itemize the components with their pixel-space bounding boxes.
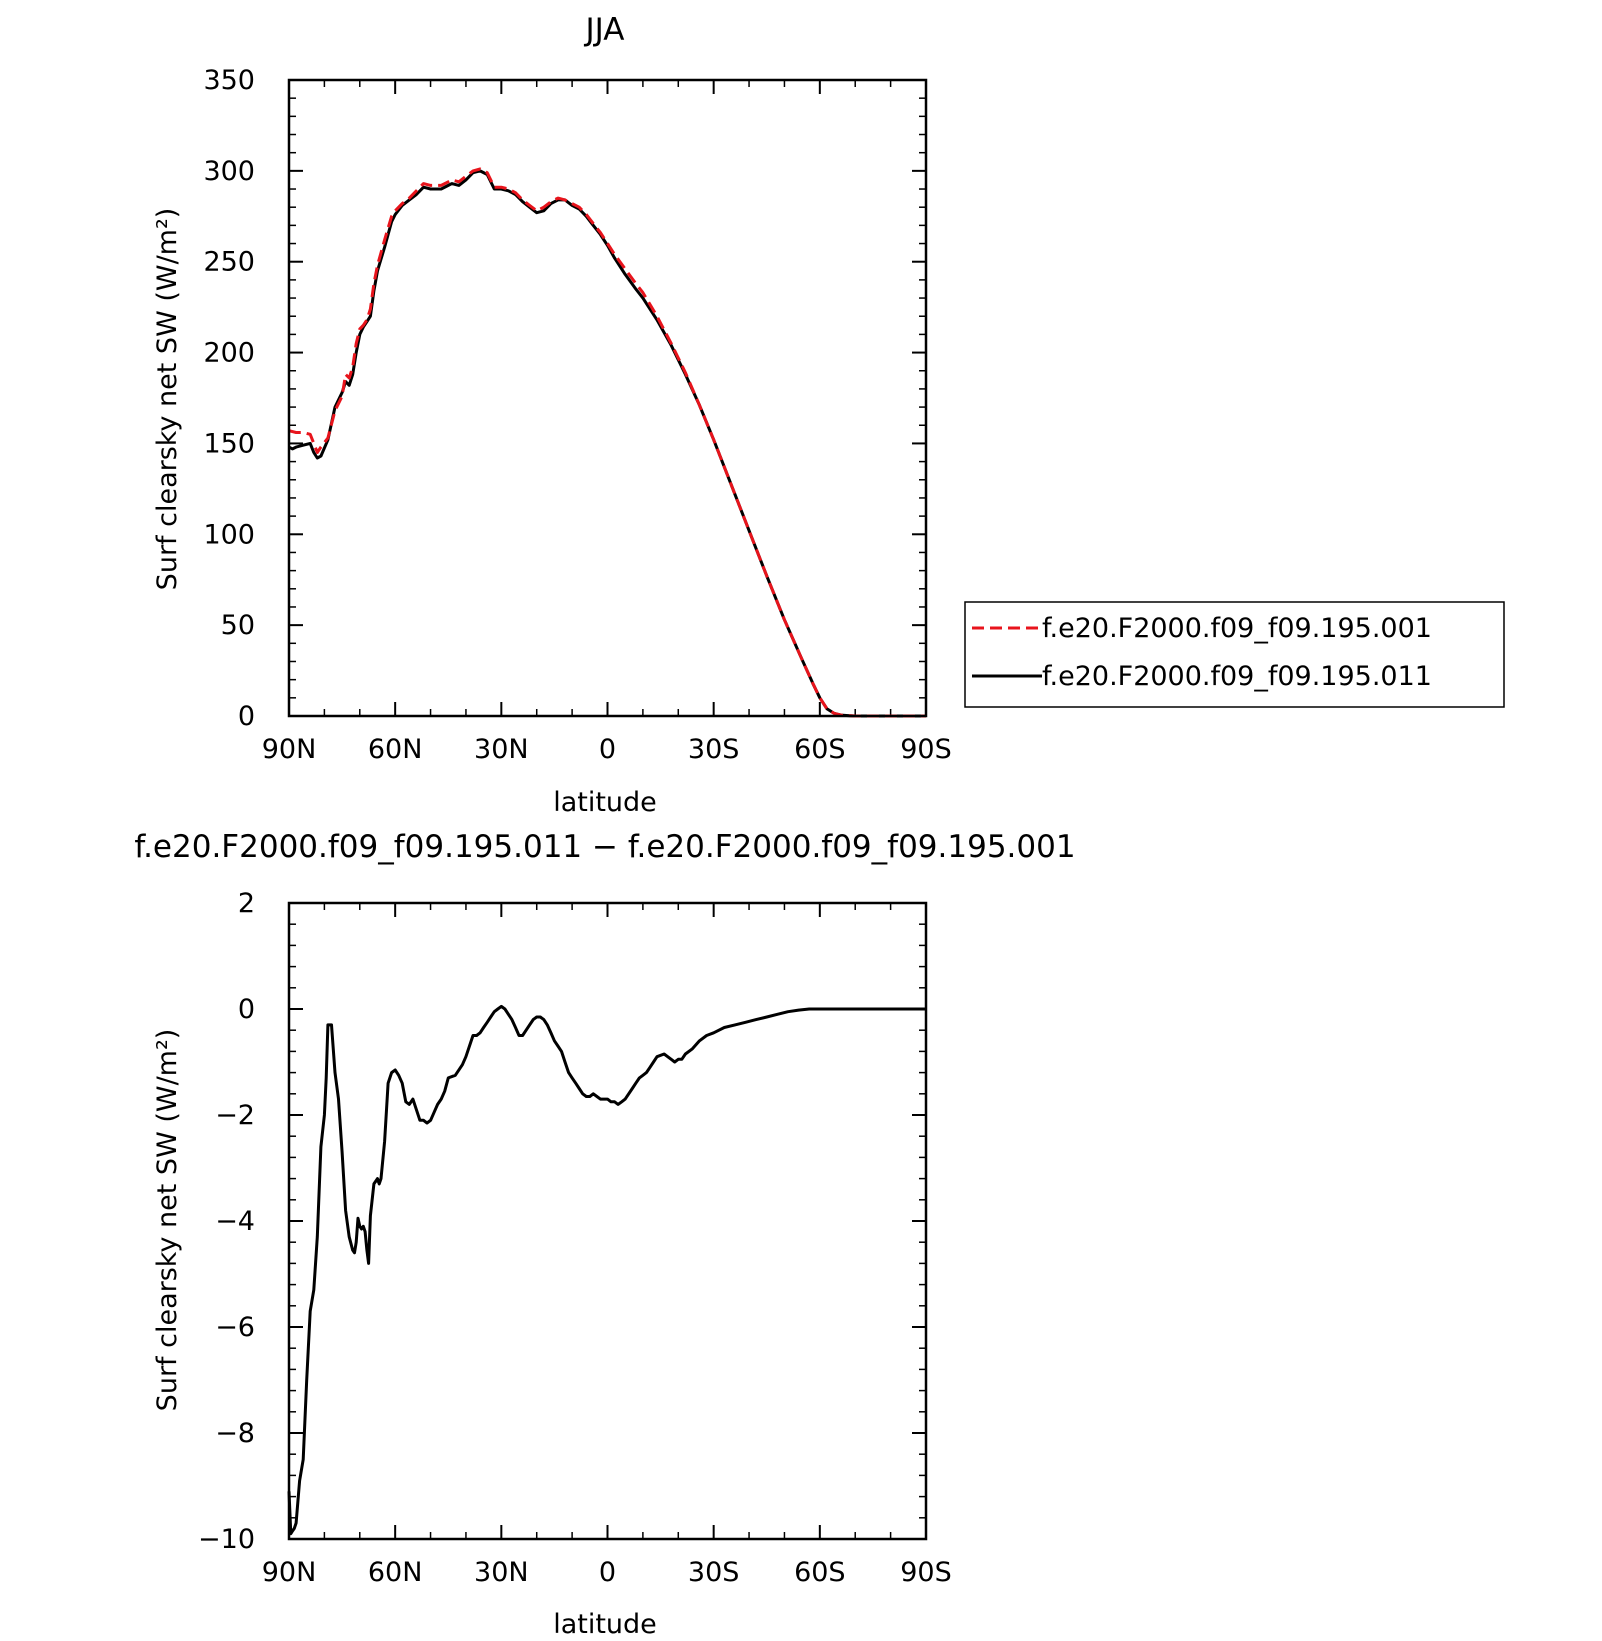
bottom-chart-series xyxy=(287,1004,926,1536)
bottom-chart-x-tick-label: 30N xyxy=(474,1557,529,1588)
legend-label-series-2: f.e20.F2000.f09_f09.195.011 xyxy=(1042,661,1432,692)
bottom-chart-x-tick-label: 0 xyxy=(599,1557,616,1588)
bottom-chart-y-tick-label: −10 xyxy=(198,1524,255,1555)
top-chart-x-tick-label: 30S xyxy=(688,734,740,765)
top-chart-x-tick-label: 0 xyxy=(599,734,616,765)
top-chart-y-tick-label: 0 xyxy=(238,701,255,732)
top-chart-y-tick-label: 50 xyxy=(221,610,255,641)
bottom-chart-x-tick-label: 60S xyxy=(794,1557,846,1588)
legend: f.e20.F2000.f09_f09.195.001 f.e20.F2000.… xyxy=(964,601,1505,708)
legend-box xyxy=(964,601,1505,708)
bottom-chart-x-tick-label: 90S xyxy=(900,1557,952,1588)
top-chart-x-tick-label: 60S xyxy=(794,734,846,765)
top-chart-x-axis-label: latitude xyxy=(553,787,657,818)
top-chart: JJA Surf clearsky net SW (W/m²) latitude… xyxy=(152,12,1505,818)
bottom-chart-x-tick-label: 30S xyxy=(688,1557,740,1588)
top-chart-title: JJA xyxy=(584,12,625,48)
bottom-chart-y-tick-label: 2 xyxy=(238,888,255,919)
top-chart-y-tick-label: 200 xyxy=(203,338,255,369)
bottom-chart-x-tick-label: 90N xyxy=(262,1557,317,1588)
bottom-chart-series-line-1 xyxy=(287,1004,926,1536)
top-chart-x-tick-label: 90S xyxy=(900,734,952,765)
top-chart-y-tick-label: 350 xyxy=(203,65,255,96)
top-chart-x-tick-label: 90N xyxy=(262,734,317,765)
top-chart-y-tick-label: 300 xyxy=(203,156,255,187)
bottom-chart-title: f.e20.F2000.f09_f09.195.011 − f.e20.F200… xyxy=(134,829,1075,865)
top-chart-y-axis-label: Surf clearsky net SW (W/m²) xyxy=(152,208,183,591)
bottom-chart-x-axis-label: latitude xyxy=(553,1609,657,1640)
top-chart-series-line-1 xyxy=(288,167,926,718)
bottom-chart-plot-frame xyxy=(287,901,928,1541)
top-chart-series xyxy=(288,167,926,718)
bottom-chart-y-tick-label: −6 xyxy=(215,1312,255,1343)
top-chart-x-tick-label: 30N xyxy=(474,734,529,765)
bottom-chart-x-tick-label: 60N xyxy=(368,1557,423,1588)
top-chart-y-tick-label: 150 xyxy=(203,428,255,459)
bottom-chart-y-axis-label: Surf clearsky net SW (W/m²) xyxy=(152,1029,183,1412)
top-chart-y-tick-label: 250 xyxy=(203,247,255,278)
top-chart-ticks: 90N 60N 30N 0 30S 60S 90S 0 50 100 150 200 250 300 350 xyxy=(203,65,951,765)
bottom-chart-y-tick-label: −2 xyxy=(215,1100,255,1131)
legend-label-series-1: f.e20.F2000.f09_f09.195.001 xyxy=(1042,613,1432,644)
top-chart-x-tick-label: 60N xyxy=(368,734,423,765)
top-chart-plot-frame xyxy=(287,78,928,718)
bottom-chart: f.e20.F2000.f09_f09.195.011 − f.e20.F200… xyxy=(134,829,1075,1640)
bottom-chart-y-tick-label: −8 xyxy=(215,1418,255,1449)
bottom-chart-y-tick-label: −4 xyxy=(215,1206,255,1237)
top-chart-series-line-2 xyxy=(288,169,926,718)
top-chart-y-tick-label: 100 xyxy=(203,519,255,550)
bottom-chart-ticks: 90N 60N 30N 0 30S 60S 90S −10 −8 −6 −4 −2 0 2 xyxy=(198,888,952,1588)
bottom-chart-y-tick-label: 0 xyxy=(238,994,255,1025)
